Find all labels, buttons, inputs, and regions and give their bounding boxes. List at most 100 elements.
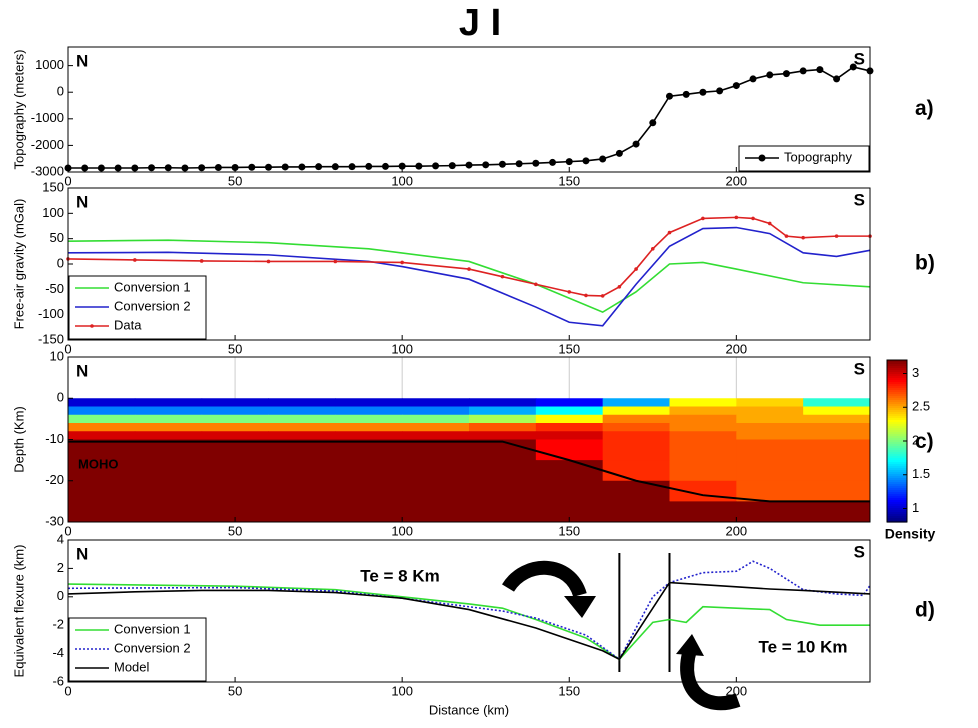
heat-cell: [669, 480, 737, 502]
series-marker: [97, 164, 105, 172]
axes-frame: [67, 46, 871, 173]
colorbar-step: [887, 506, 907, 509]
heat-cell: [68, 431, 136, 440]
colorbar-step: [887, 516, 907, 519]
series-marker: [565, 158, 573, 166]
series-marker: [432, 162, 440, 170]
arrow-body: [502, 560, 587, 598]
colorbar-step: [887, 508, 907, 511]
heat-cell: [669, 398, 737, 407]
colorbar-step: [887, 464, 907, 467]
heat-cell: [134, 398, 203, 407]
y-tick-label: 50: [50, 230, 64, 245]
heat-cell: [469, 423, 537, 432]
series-marker: [500, 274, 505, 279]
series-marker: [114, 164, 122, 172]
heat-cell: [535, 439, 604, 461]
direction-label: N: [76, 192, 88, 211]
colorbar-step: [887, 492, 907, 495]
y-tick-label: -10: [45, 431, 64, 446]
heat-cell: [201, 423, 269, 432]
x-tick-label: 150: [558, 173, 580, 188]
heat-cell: [68, 460, 136, 482]
heat-cell: [402, 501, 470, 523]
heat-cell: [736, 406, 804, 416]
series-marker: [448, 162, 456, 170]
series-marker: [582, 157, 590, 165]
y-tick-label: 1000: [35, 57, 64, 72]
series-marker: [799, 67, 807, 75]
colorbar-step: [887, 436, 907, 439]
colorbar-step: [887, 454, 907, 457]
heat-cell: [402, 460, 470, 482]
y-tick-label: 0: [57, 390, 64, 405]
series-marker: [164, 164, 172, 172]
series-marker: [148, 164, 156, 172]
colorbar-step: [887, 444, 907, 447]
series-marker: [716, 87, 724, 95]
heat-cell: [669, 406, 737, 416]
colorbar-step: [887, 442, 907, 445]
heat-cell: [268, 423, 336, 432]
heat-cell: [803, 431, 871, 440]
axes-frame: [67, 539, 871, 683]
colorbar-step: [887, 412, 907, 415]
y-tick-label: -100: [38, 306, 64, 321]
arrow-head: [676, 634, 704, 656]
heat-cell: [736, 423, 804, 432]
colorbar-step: [887, 414, 907, 417]
y-axis-label: Depth (Km): [11, 406, 26, 472]
series-marker: [465, 161, 473, 169]
colorbar-step: [887, 428, 907, 431]
annotation: MOHO: [78, 456, 118, 471]
colorbar-label: Density: [885, 526, 936, 542]
colorbar-step: [887, 368, 907, 371]
heat-cell: [201, 398, 269, 407]
heat-cell: [803, 406, 871, 416]
colorbar-step: [887, 384, 907, 387]
heat-cell: [201, 460, 269, 482]
heat-cell: [602, 423, 670, 432]
heat-cell: [669, 501, 737, 523]
series-marker: [767, 221, 772, 226]
colorbar-tick-label: 2.5: [912, 399, 930, 414]
series-marker: [615, 149, 623, 157]
series-marker: [632, 140, 640, 148]
heat-cell: [201, 501, 269, 523]
heat-cell: [335, 501, 403, 523]
colorbar-step: [887, 486, 907, 489]
heat-cell: [736, 439, 804, 461]
x-tick-label: 50: [228, 173, 242, 188]
arrow-body: [680, 647, 741, 711]
heat-cell: [335, 414, 403, 424]
colorbar-step: [887, 388, 907, 391]
heat-cell: [803, 414, 871, 424]
x-tick-label: 0: [64, 173, 71, 188]
y-tick-label: 0: [57, 84, 64, 99]
legend-marker: [758, 154, 766, 162]
colorbar-step: [887, 500, 907, 503]
colorbar-step: [887, 496, 907, 499]
heat-cell: [602, 480, 670, 502]
series-line: [68, 440, 870, 503]
heat-cell: [736, 414, 804, 424]
series-marker: [381, 162, 389, 170]
heat-cell: [469, 414, 537, 424]
heat-cell: [669, 460, 737, 482]
heat-cell: [469, 406, 537, 416]
y-tick-label: -50: [45, 281, 64, 296]
heat-cell: [803, 423, 871, 432]
heat-cell: [535, 423, 604, 432]
heat-cell: [402, 406, 470, 416]
heat-cell: [68, 398, 136, 407]
heat-cell: [602, 406, 670, 416]
y-tick-label: 100: [42, 205, 64, 220]
series-line: [67, 216, 870, 297]
series-marker: [133, 258, 137, 262]
heat-cell: [535, 501, 604, 523]
y-tick-label: 0: [57, 588, 64, 603]
heat-cell: [68, 480, 136, 502]
panel-label: c): [915, 430, 934, 453]
series-marker: [534, 282, 538, 287]
heat-cell: [602, 501, 670, 523]
